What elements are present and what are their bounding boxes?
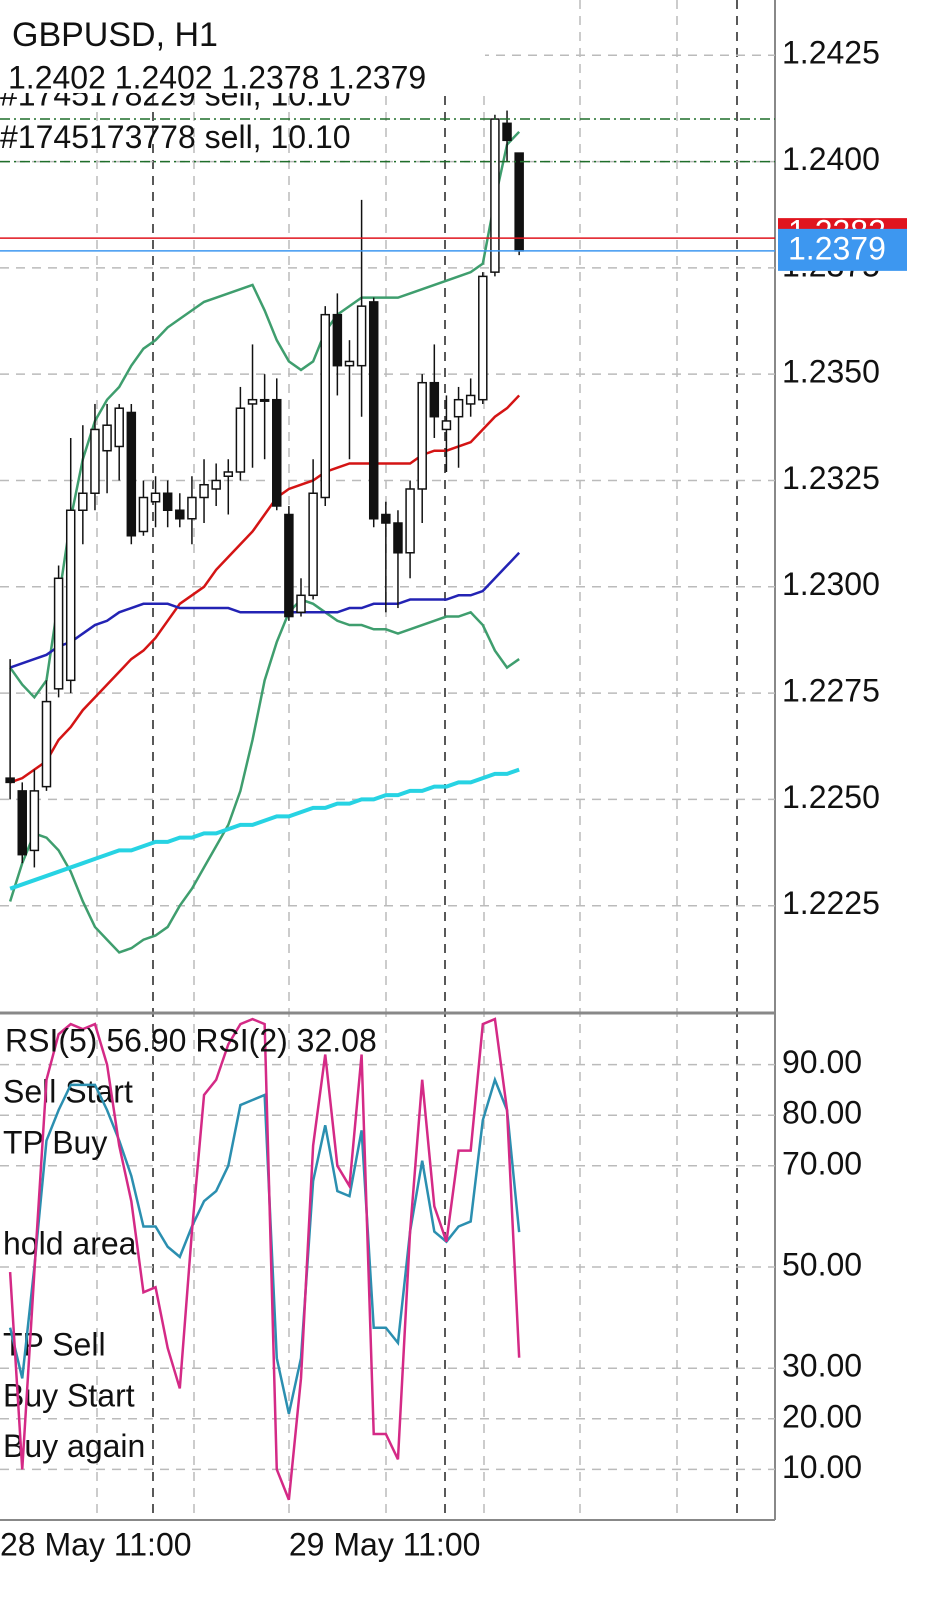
y-tick-label: 90.00 — [782, 1044, 862, 1080]
y-tick-label: 1.2325 — [782, 460, 880, 496]
indicator-line — [8, 1075, 521, 1415]
candle-body — [247, 398, 258, 405]
candle-body — [502, 122, 512, 142]
candle-body — [453, 398, 464, 418]
y-tick-label: 1.2425 — [782, 35, 880, 71]
y-tick-label: 1.2400 — [782, 141, 880, 177]
candle-body — [211, 479, 221, 490]
candle-body — [187, 496, 197, 520]
y-tick-label: 70.00 — [782, 1145, 862, 1181]
candle-body — [65, 509, 76, 682]
y-tick-label: 1.2225 — [782, 885, 880, 921]
candle-body — [223, 471, 234, 477]
indicator-line — [8, 598, 520, 954]
candle-body — [126, 411, 137, 537]
candle-body — [381, 513, 391, 524]
x-tick-label: 29 May 11:00 — [289, 1526, 481, 1562]
candle-body — [53, 577, 64, 690]
y-tick-label: 30.00 — [782, 1348, 862, 1384]
candle-body — [344, 360, 355, 367]
candle-body — [138, 496, 149, 533]
candle-body — [199, 483, 209, 499]
candle-body — [90, 428, 100, 494]
candle-body — [465, 394, 476, 405]
vertical-grid — [96, 0, 738, 1520]
level-label: Buy again — [3, 1428, 145, 1464]
chart-title: GBPUSD, H1 — [12, 16, 218, 54]
candle-body — [259, 398, 270, 402]
order-label: #1745173778 sell, 10.10 — [0, 119, 351, 155]
candle-body — [235, 407, 246, 473]
indicator-line — [9, 551, 521, 669]
candle-body — [17, 790, 27, 856]
y-tick-label: 50.00 — [782, 1246, 862, 1282]
bid-box — [778, 228, 907, 271]
candle-body — [320, 313, 330, 499]
candle-body — [296, 594, 306, 614]
candle-body — [5, 777, 15, 784]
y-tick-label: 1.2300 — [782, 566, 880, 602]
candle-body — [308, 492, 318, 597]
candle-body — [332, 313, 343, 367]
indicator-line — [8, 1017, 521, 1501]
x-tick-label: 28 May 11:00 — [0, 1526, 192, 1562]
level-label: Buy Start — [3, 1377, 135, 1413]
level-label: TP Buy — [3, 1124, 107, 1160]
candle-body — [114, 407, 124, 448]
y-tick-label: 1.2350 — [782, 354, 880, 390]
candle-body — [150, 492, 161, 503]
level-label: TP Sell — [3, 1327, 106, 1363]
bid-label: 1.2379 — [788, 230, 886, 266]
candle-body — [29, 790, 40, 852]
header-bg — [0, 0, 485, 93]
indicator-line — [9, 394, 521, 784]
candle-body — [393, 522, 403, 554]
level-label: hold area — [3, 1225, 137, 1261]
candle-body — [417, 381, 427, 490]
candle-body — [284, 513, 294, 618]
candle-body — [514, 152, 524, 252]
candle-body — [175, 509, 185, 520]
candle-body — [405, 488, 415, 554]
indicator-line — [9, 767, 520, 891]
candle-body — [429, 381, 440, 418]
candle-body — [162, 492, 173, 512]
candle-body — [356, 305, 367, 367]
candle-body — [78, 492, 88, 512]
candle-body — [478, 275, 488, 401]
y-tick-label: 1.2250 — [782, 779, 880, 815]
candle-body — [102, 424, 112, 452]
candle-body — [41, 700, 52, 788]
y-tick-label: 80.00 — [782, 1095, 862, 1131]
candle-body — [441, 420, 452, 431]
candle-body — [490, 118, 500, 273]
ohlc-label: 1.2402 1.2402 1.2378 1.2379 — [8, 59, 426, 95]
indicator-title: RSI(5) 56.90 RSI(2) 32.08 — [5, 1022, 377, 1058]
candle-body — [272, 398, 282, 507]
candle-body — [368, 301, 379, 520]
y-tick-label: 10.00 — [782, 1449, 862, 1485]
y-tick-label: 20.00 — [782, 1398, 862, 1434]
y-tick-label: 1.2275 — [782, 673, 880, 709]
